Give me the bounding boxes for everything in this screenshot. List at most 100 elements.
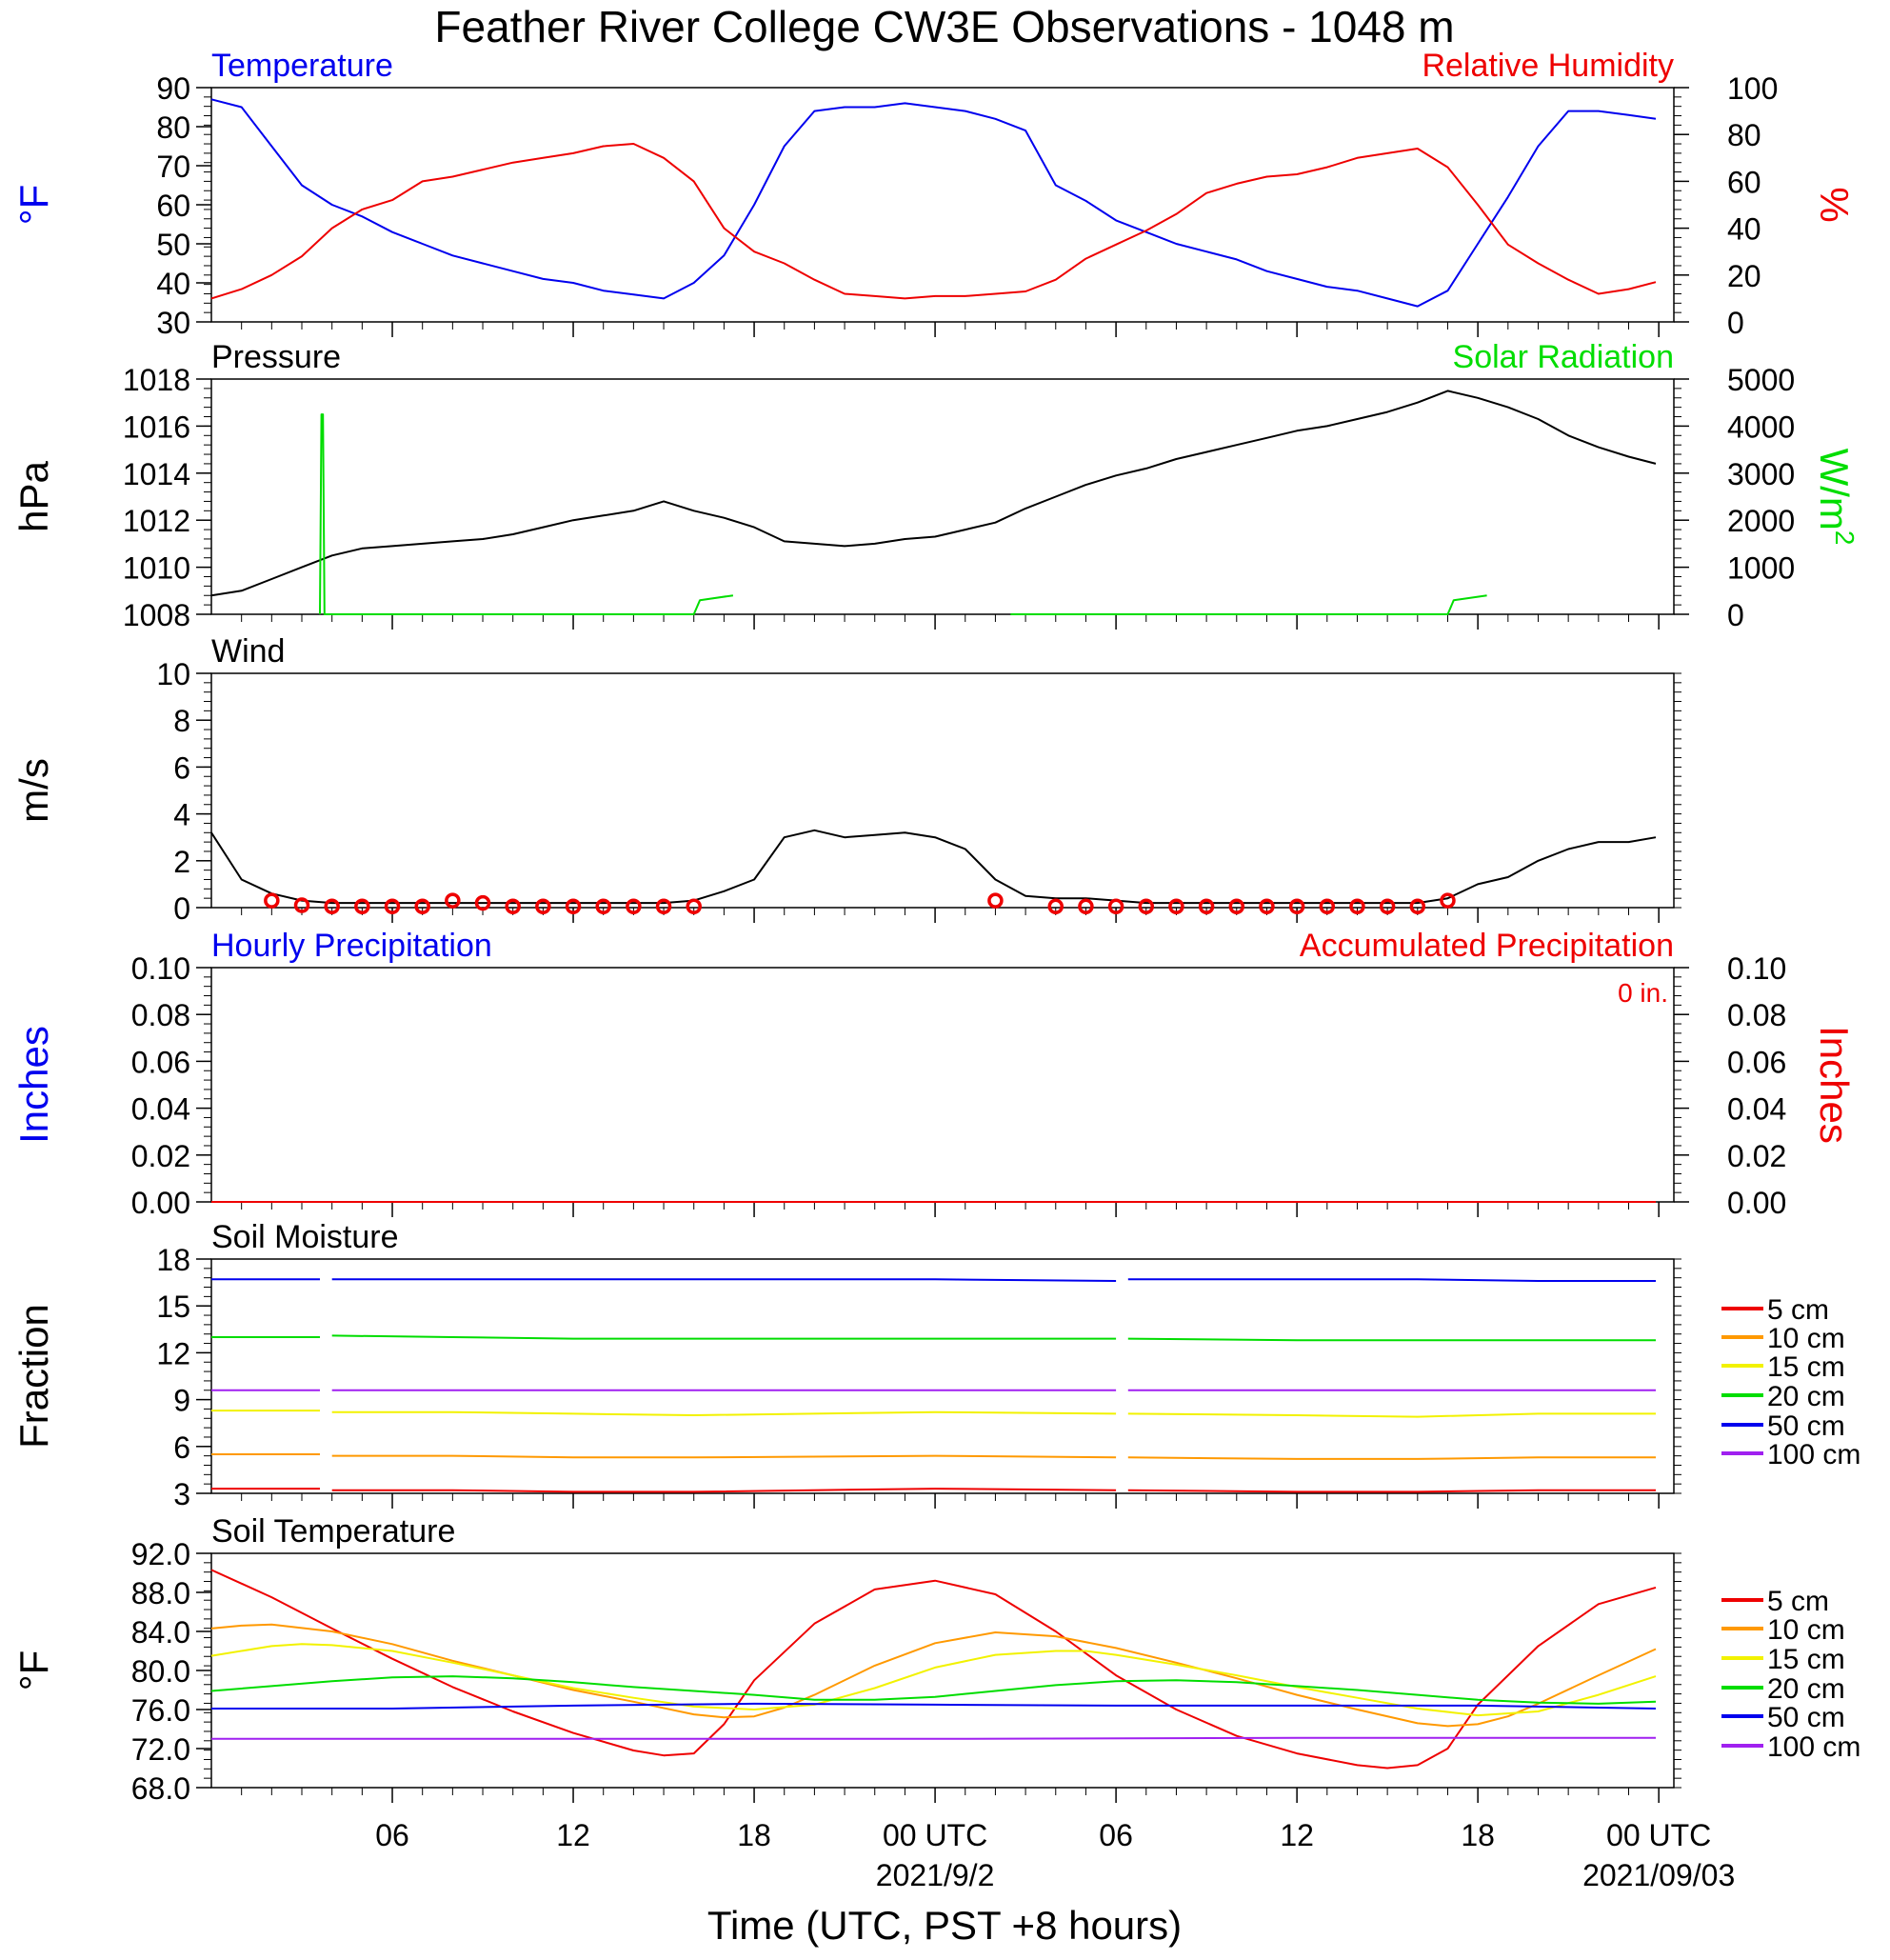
y-axis-label-left: Inches — [11, 1026, 56, 1144]
y-tick-label-left: 4 — [173, 798, 190, 832]
plot-frame — [210, 1258, 1675, 1494]
panel-pressure: 1018 1016 1014 1012 1010 1008 5000 4000 3000 2000… — [11, 339, 1860, 632]
legend-label: 15 cm — [1767, 1644, 1845, 1675]
y-tick-label-left: 1008 — [123, 598, 190, 632]
wind-marker — [1047, 898, 1064, 915]
wind-marker — [354, 898, 370, 915]
plot-frame — [210, 672, 1675, 909]
panel-precip: 0.10 0.08 0.06 0.04 0.02 0.00 0.10 0.08 0.06 0.04… — [11, 928, 1857, 1220]
y-tick-label-left: 40 — [156, 267, 190, 301]
y-axis-label-right: % — [1812, 187, 1857, 222]
y-axis-label-right-sup: 2 — [1830, 530, 1860, 546]
y-tick-label-left: 88.0 — [131, 1576, 190, 1610]
series-line-temp-1 — [210, 143, 1657, 300]
wind-marker — [1259, 898, 1275, 915]
y-tick-label-right: 0.10 — [1727, 951, 1786, 986]
y-tick-label-left: 1014 — [123, 457, 190, 491]
y-tick-label-left: 1018 — [123, 363, 190, 397]
y-axis-label-right: W/m2 — [1812, 449, 1860, 546]
x-tick-label: 18 — [737, 1818, 771, 1852]
wind-marker — [987, 892, 1004, 909]
wind-marker — [1107, 898, 1124, 915]
wind-marker — [1168, 898, 1184, 915]
x-tick-label: 00 UTC — [883, 1818, 987, 1852]
y-axis-label-right-text: W/m — [1812, 449, 1857, 530]
panel-title-right: Relative Humidity — [1422, 48, 1674, 84]
wind-marker — [505, 898, 521, 915]
wind-marker — [414, 898, 430, 915]
y-tick-label-left: 80 — [156, 110, 190, 145]
wind-marker — [1288, 898, 1305, 915]
y-tick-label-left: 30 — [156, 306, 190, 340]
series-line-soilm-1 — [211, 1453, 1656, 1460]
y-tick-label-right: 3000 — [1727, 457, 1795, 491]
wind-marker — [474, 894, 491, 911]
chart-title: Feather River College CW3E Observations … — [434, 2, 1454, 51]
wind-marker — [686, 898, 702, 915]
y-tick-label-left: 0.00 — [131, 1186, 190, 1220]
series-line-wind-0 — [210, 829, 1657, 905]
y-tick-label-left: 0.02 — [131, 1139, 190, 1173]
y-tick-label-left: 80.0 — [131, 1654, 190, 1689]
y-tick-label-left: 1016 — [123, 410, 190, 444]
y-tick-label-right: 5000 — [1727, 363, 1795, 397]
legend-label: 50 cm — [1767, 1410, 1845, 1442]
series-line-soilt-5 — [211, 1736, 1656, 1740]
x-tick-label: 18 — [1461, 1818, 1495, 1852]
plot-frame — [210, 87, 1675, 323]
y-tick-label-right: 0.04 — [1727, 1092, 1786, 1127]
x-axis-label: Time (UTC, PST +8 hours) — [707, 1903, 1182, 1948]
legend-label: 20 cm — [1767, 1381, 1845, 1412]
y-tick-label-right: 0.06 — [1727, 1045, 1786, 1079]
y-tick-label-left: 72.0 — [131, 1732, 190, 1767]
panel-title-right: Accumulated Precipitation — [1300, 928, 1674, 964]
wind-marker — [264, 892, 280, 909]
y-tick-label-right: 2000 — [1727, 504, 1795, 538]
wind-marker — [1409, 898, 1426, 915]
y-tick-label-left: 0 — [173, 891, 190, 926]
y-tick-label-left: 2 — [173, 845, 190, 879]
legend-label: 5 cm — [1767, 1294, 1829, 1326]
series-line-soilt-3 — [210, 1675, 1657, 1705]
panel-temp: 90 80 70 60 50 40 30 100 80 60 40 20 0 Temperature Rel… — [11, 48, 1857, 340]
legend-label: 5 cm — [1767, 1586, 1829, 1617]
panel-annotation: 0 in. — [1618, 978, 1668, 1008]
y-tick-label-right: 0.08 — [1727, 998, 1786, 1032]
y-axis-label-left: °F — [11, 185, 56, 225]
y-tick-label-left: 0.04 — [131, 1092, 190, 1127]
wind-marker — [1078, 898, 1094, 915]
y-tick-label-right: 0 — [1727, 306, 1744, 340]
series-line-soilm-3 — [211, 1334, 1656, 1342]
series-line-pressure-0 — [210, 390, 1657, 597]
y-tick-label-right: 4000 — [1727, 410, 1795, 444]
wind-marker — [1198, 898, 1215, 915]
series-line-temp-0 — [210, 98, 1657, 308]
y-tick-label-left: 92.0 — [131, 1537, 190, 1571]
y-axis-label-left: hPa — [11, 460, 56, 531]
y-tick-label-left: 1010 — [123, 551, 190, 586]
y-axis-label-right-text: Inches — [1812, 1026, 1857, 1144]
x-axis: 06 12 18 00 UTC 2021/9/2 06 12 18 00 UTC 2021/09/… — [375, 1818, 1735, 1892]
y-axis-label-left: °F — [11, 1650, 56, 1690]
wind-marker — [445, 892, 461, 909]
y-tick-label-left: 60 — [156, 189, 190, 223]
y-tick-label-left: 70 — [156, 150, 190, 184]
panel-title-left: Soil Temperature — [211, 1513, 455, 1550]
x-tick-label: 12 — [1280, 1818, 1314, 1852]
wind-marker — [293, 897, 310, 913]
legend-label: 15 cm — [1767, 1351, 1845, 1383]
y-axis-label-right-text: % — [1812, 187, 1857, 222]
panel-title-left: Soil Moisture — [211, 1219, 399, 1255]
wind-marker — [1379, 898, 1396, 915]
x-date-label: 2021/9/2 — [876, 1858, 995, 1892]
y-tick-label-left: 12 — [156, 1336, 190, 1370]
wind-marker — [535, 898, 551, 915]
y-axis-label-left: m/s — [11, 758, 56, 823]
panel-title-left: Pressure — [211, 339, 341, 375]
series-line-soilm-2 — [211, 1410, 1656, 1418]
y-tick-label-left: 8 — [173, 704, 190, 738]
series-line-soilm-0 — [211, 1488, 1656, 1493]
series-line-soilt-4 — [211, 1702, 1657, 1710]
y-tick-label-left: 0.08 — [131, 998, 190, 1032]
